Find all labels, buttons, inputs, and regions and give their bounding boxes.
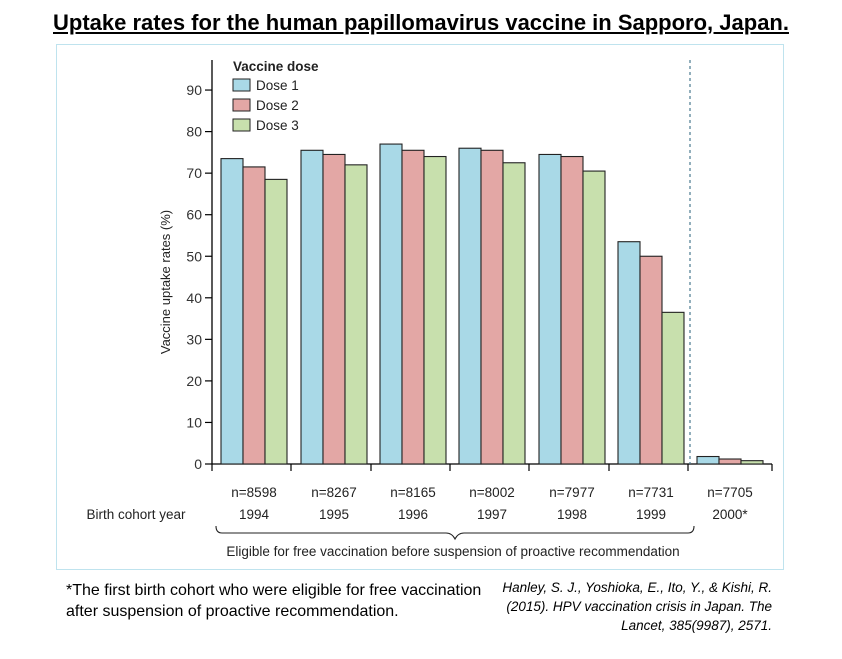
bar <box>379 143 403 465</box>
bar <box>502 162 526 465</box>
bar <box>423 155 447 465</box>
bar <box>458 147 482 465</box>
legend-swatch <box>232 98 251 112</box>
sample-size-label: n=7731 <box>628 485 673 500</box>
x-tick-label: 1999 <box>636 507 666 522</box>
x-tick-label: 2000* <box>712 507 748 522</box>
footnote: *The first birth cohort who were eligibl… <box>66 582 482 620</box>
y-tick-label: 20 <box>186 373 202 389</box>
x-tick-label: 1994 <box>239 507 270 522</box>
bar <box>322 153 346 465</box>
sample-size-label: n=8267 <box>311 485 356 500</box>
sample-size-label: n=8598 <box>231 485 276 500</box>
legend-label: Dose 3 <box>256 118 299 133</box>
bar <box>661 311 685 465</box>
y-tick-label: 10 <box>186 414 202 430</box>
bar <box>242 166 266 465</box>
bar <box>344 164 368 465</box>
x-tick-label: 1995 <box>319 507 349 522</box>
y-tick-label: 80 <box>186 124 202 140</box>
bar <box>718 458 742 465</box>
bar <box>480 149 504 465</box>
bar <box>538 153 562 465</box>
sample-size-label: n=8165 <box>390 485 435 500</box>
bar-chart: 0 10 20 30 40 50 60 70 80 90 Vaccine uptake rates … <box>86 59 773 559</box>
bracket-label: Eligible for free vaccination before sus… <box>226 544 679 559</box>
sample-size-label: n=7705 <box>707 485 752 500</box>
y-tick-label: 90 <box>186 82 202 98</box>
y-axis-label: Vaccine uptake rates (%) <box>158 210 173 354</box>
bar <box>696 455 720 465</box>
legend-label: Dose 2 <box>256 98 299 113</box>
sample-size-label: n=7977 <box>549 485 594 500</box>
bar <box>560 155 584 465</box>
y-tick-label: 70 <box>186 165 202 181</box>
x-tick-label: 1996 <box>398 507 428 522</box>
bar <box>300 149 324 465</box>
bar <box>220 158 244 465</box>
legend-swatch <box>232 118 251 132</box>
x-tick-label: 1998 <box>557 507 587 522</box>
citation: Hanley, S. J., Yoshioka, E., Ito, Y., & … <box>502 580 772 633</box>
bar <box>740 460 764 465</box>
y-tick-label: 50 <box>186 248 202 264</box>
figure-frame <box>56 44 784 570</box>
bar <box>639 255 663 465</box>
y-tick-label: 30 <box>186 331 202 347</box>
x-axis-label: Birth cohort year <box>86 507 186 522</box>
eligibility-bracket <box>215 525 695 541</box>
chart-title: Uptake rates for the human papillomaviru… <box>53 10 789 35</box>
legend-label: Dose 1 <box>256 78 299 93</box>
y-tick-label: 60 <box>186 207 202 223</box>
bar <box>401 149 425 465</box>
y-tick-label: 0 <box>194 456 202 472</box>
bar <box>264 178 288 465</box>
bar <box>582 170 606 465</box>
bar <box>617 241 641 465</box>
legend-title: Vaccine dose <box>233 59 319 74</box>
y-tick-label: 40 <box>186 290 202 306</box>
sample-size-label: n=8002 <box>469 485 514 500</box>
legend-swatch <box>232 78 251 92</box>
x-tick-label: 1997 <box>477 507 507 522</box>
